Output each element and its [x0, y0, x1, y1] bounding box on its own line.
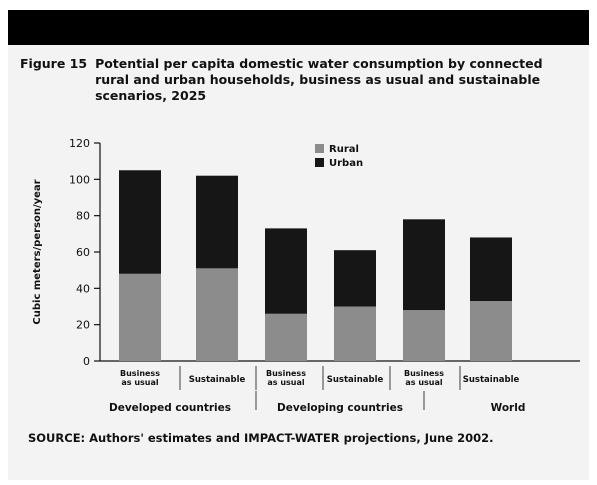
bar-rural-1 — [196, 268, 238, 361]
category-label: Business — [266, 369, 306, 378]
y-tick-label: 20 — [76, 319, 90, 332]
category-label: Sustainable — [327, 375, 384, 385]
header-bar — [8, 10, 589, 45]
figure-title-block: Figure 15 Potential per capita domestic … — [20, 56, 570, 104]
group-label: Developed countries — [109, 402, 231, 414]
bar-urban-5 — [470, 237, 512, 302]
bar-rural-4 — [403, 310, 445, 361]
bar-urban-1 — [196, 175, 238, 269]
bar-rural-3 — [334, 306, 376, 361]
bar-rural-5 — [470, 301, 512, 361]
group-label: World — [491, 402, 526, 414]
bar-rural-0 — [119, 273, 161, 361]
legend-label-urban: Urban — [329, 158, 363, 169]
y-tick-label: 80 — [76, 210, 90, 223]
bar-urban-0 — [119, 170, 161, 274]
figure-title: Potential per capita domestic water cons… — [95, 56, 543, 103]
category-label: Sustainable — [189, 375, 246, 385]
y-tick-label: 120 — [69, 137, 90, 150]
legend-swatch-urban — [315, 158, 324, 167]
bar-urban-4 — [403, 219, 445, 311]
category-label: Business — [120, 369, 160, 378]
category-label: as usual — [121, 378, 158, 387]
category-label: as usual — [267, 378, 304, 387]
y-tick-label: 100 — [69, 173, 90, 186]
bar-rural-2 — [265, 313, 307, 361]
y-tick-label: 0 — [83, 355, 90, 368]
bar-urban-2 — [265, 228, 307, 314]
legend-swatch-rural — [315, 144, 324, 153]
y-tick-label: 60 — [76, 246, 90, 259]
y-axis-title: Cubic meters/person/year — [32, 179, 43, 324]
source-note: SOURCE: Authors' estimates and IMPACT-WA… — [28, 431, 494, 445]
y-tick-label: 40 — [76, 282, 90, 295]
figure-label: Figure 15 — [20, 56, 88, 71]
category-label: Sustainable — [463, 375, 520, 385]
bar-urban-3 — [334, 250, 376, 307]
category-label: as usual — [405, 378, 442, 387]
legend-label-rural: Rural — [329, 144, 359, 155]
category-label: Business — [404, 369, 444, 378]
group-label: Developing countries — [277, 402, 403, 414]
